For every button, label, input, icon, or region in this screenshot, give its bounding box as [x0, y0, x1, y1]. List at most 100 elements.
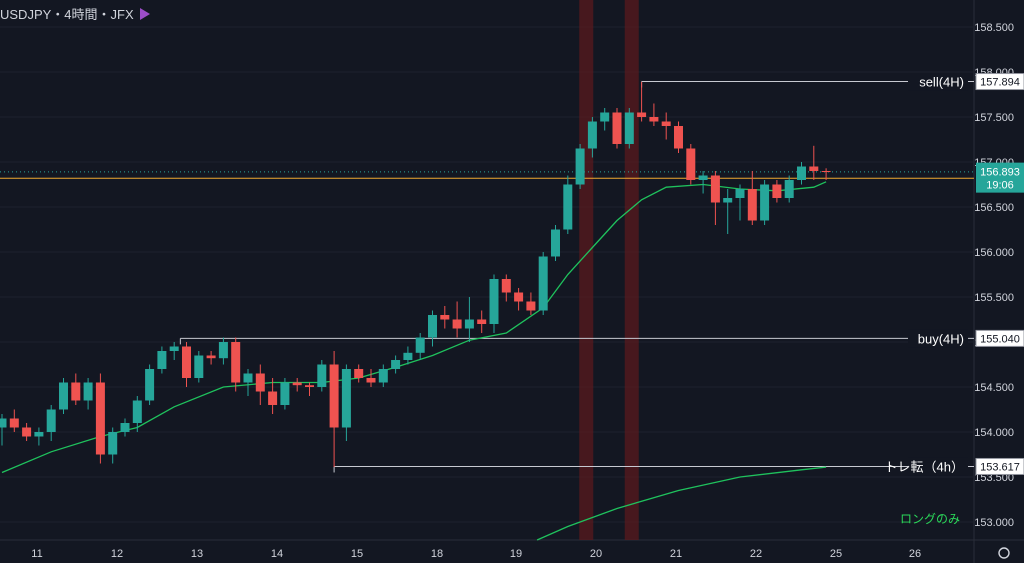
candle-body[interactable]	[0, 418, 7, 428]
candle-body[interactable]	[403, 352, 413, 360]
y-tick-label: 155.500	[974, 292, 1014, 304]
x-tick-label: 20	[590, 548, 602, 560]
y-tick-label: 153.000	[974, 517, 1014, 529]
candle-body[interactable]	[735, 189, 745, 198]
level-label-bg	[908, 329, 968, 348]
candle-body[interactable]	[292, 382, 302, 386]
candle-body[interactable]	[206, 355, 216, 359]
candle-body[interactable]	[649, 117, 659, 122]
candle-body[interactable]	[661, 121, 671, 127]
candle-body[interactable]	[9, 418, 19, 428]
candle-body[interactable]	[145, 369, 155, 401]
ma-short-line	[1, 181, 827, 474]
candle-body[interactable]	[95, 382, 105, 455]
candle-body[interactable]	[760, 184, 770, 221]
candle-body[interactable]	[587, 121, 597, 149]
candle-body[interactable]	[526, 301, 536, 311]
candle-body[interactable]	[120, 423, 130, 432]
candle-body[interactable]	[354, 369, 364, 378]
candle-body[interactable]	[391, 360, 401, 369]
candle-body[interactable]	[797, 166, 806, 181]
y-tick-label: 154.500	[974, 382, 1014, 394]
level-price-label: 153.617	[980, 461, 1020, 473]
x-tick-label: 19	[510, 548, 522, 560]
candle-body[interactable]	[538, 256, 548, 311]
candle-body[interactable]	[612, 112, 622, 145]
candle-body[interactable]	[477, 319, 487, 325]
candle-body[interactable]	[489, 279, 499, 324]
y-tick-label: 154.000	[974, 427, 1014, 439]
candle-body[interactable]	[809, 166, 819, 172]
level-label: トレ転（4h）	[885, 459, 964, 474]
countdown-label: 19:06	[986, 180, 1014, 192]
candle-body[interactable]	[182, 346, 191, 379]
symbol-header[interactable]: USDJPY・4時間・JFX	[0, 4, 150, 23]
note-label: ロングのみ	[900, 512, 960, 526]
candle-body[interactable]	[231, 342, 241, 383]
candle-body[interactable]	[575, 148, 585, 185]
candle-body[interactable]	[452, 319, 462, 329]
candle-body[interactable]	[22, 427, 32, 437]
candle-body[interactable]	[637, 112, 647, 118]
candle-body[interactable]	[305, 385, 314, 387]
candle-body[interactable]	[551, 229, 560, 257]
flag-icon[interactable]	[139, 7, 150, 20]
candle-body[interactable]	[169, 346, 179, 352]
y-tick-label: 157.500	[974, 112, 1014, 124]
candle-body[interactable]	[600, 112, 610, 122]
candle-body[interactable]	[464, 319, 474, 329]
y-tick-label: 156.000	[974, 247, 1014, 259]
candle-body[interactable]	[415, 337, 425, 353]
level-price-label: 155.040	[980, 333, 1020, 345]
level-label: buy(4H)	[918, 331, 964, 346]
highlight-band	[624, 0, 639, 540]
x-tick-label: 13	[191, 548, 203, 560]
candle-body[interactable]	[280, 382, 290, 406]
candle-body[interactable]	[563, 184, 573, 230]
level-price-label: 157.894	[980, 77, 1020, 89]
candle-body[interactable]	[132, 400, 142, 424]
candle-body[interactable]	[686, 148, 696, 181]
level-label-bg	[908, 457, 968, 476]
current-price-label: 156.893	[980, 167, 1020, 179]
candle-body[interactable]	[157, 351, 167, 369]
candle-body[interactable]	[514, 292, 524, 302]
candle-body[interactable]	[698, 175, 708, 181]
candle-body[interactable]	[674, 126, 683, 149]
candle-body[interactable]	[710, 175, 720, 203]
candle-body[interactable]	[821, 171, 831, 172]
candle-body[interactable]	[723, 198, 733, 203]
candle-body[interactable]	[34, 432, 44, 437]
x-tick-label: 12	[111, 548, 123, 560]
x-tick-label: 21	[670, 548, 682, 560]
candle-body[interactable]	[255, 373, 265, 392]
settings-icon[interactable]	[998, 547, 1010, 559]
candle-body[interactable]	[428, 315, 437, 338]
candle-body[interactable]	[366, 378, 376, 383]
x-tick-label: 25	[830, 548, 842, 560]
candle-body[interactable]	[108, 432, 118, 455]
candle-body[interactable]	[83, 382, 93, 401]
candle-body[interactable]	[784, 180, 794, 198]
candle-body[interactable]	[194, 355, 204, 379]
candle-body[interactable]	[501, 279, 511, 293]
candle-body[interactable]	[268, 391, 278, 406]
candle-body[interactable]	[747, 189, 757, 221]
candle-body[interactable]	[59, 382, 68, 410]
level-price-tag	[975, 457, 1024, 475]
candle-body[interactable]	[440, 315, 450, 320]
candle-body[interactable]	[317, 364, 327, 388]
candle-body[interactable]	[46, 409, 56, 433]
candle-body[interactable]	[329, 364, 339, 428]
x-tick-label: 26	[909, 548, 921, 560]
candle-body[interactable]	[772, 184, 782, 199]
candle-body[interactable]	[378, 369, 388, 383]
level-label-bg	[908, 72, 968, 91]
level-price-tag	[975, 329, 1024, 347]
candle-body[interactable]	[624, 112, 634, 145]
candle-body[interactable]	[218, 342, 228, 359]
candle-body[interactable]	[341, 369, 351, 428]
candle-body[interactable]	[243, 373, 253, 383]
candle-body[interactable]	[71, 382, 81, 401]
